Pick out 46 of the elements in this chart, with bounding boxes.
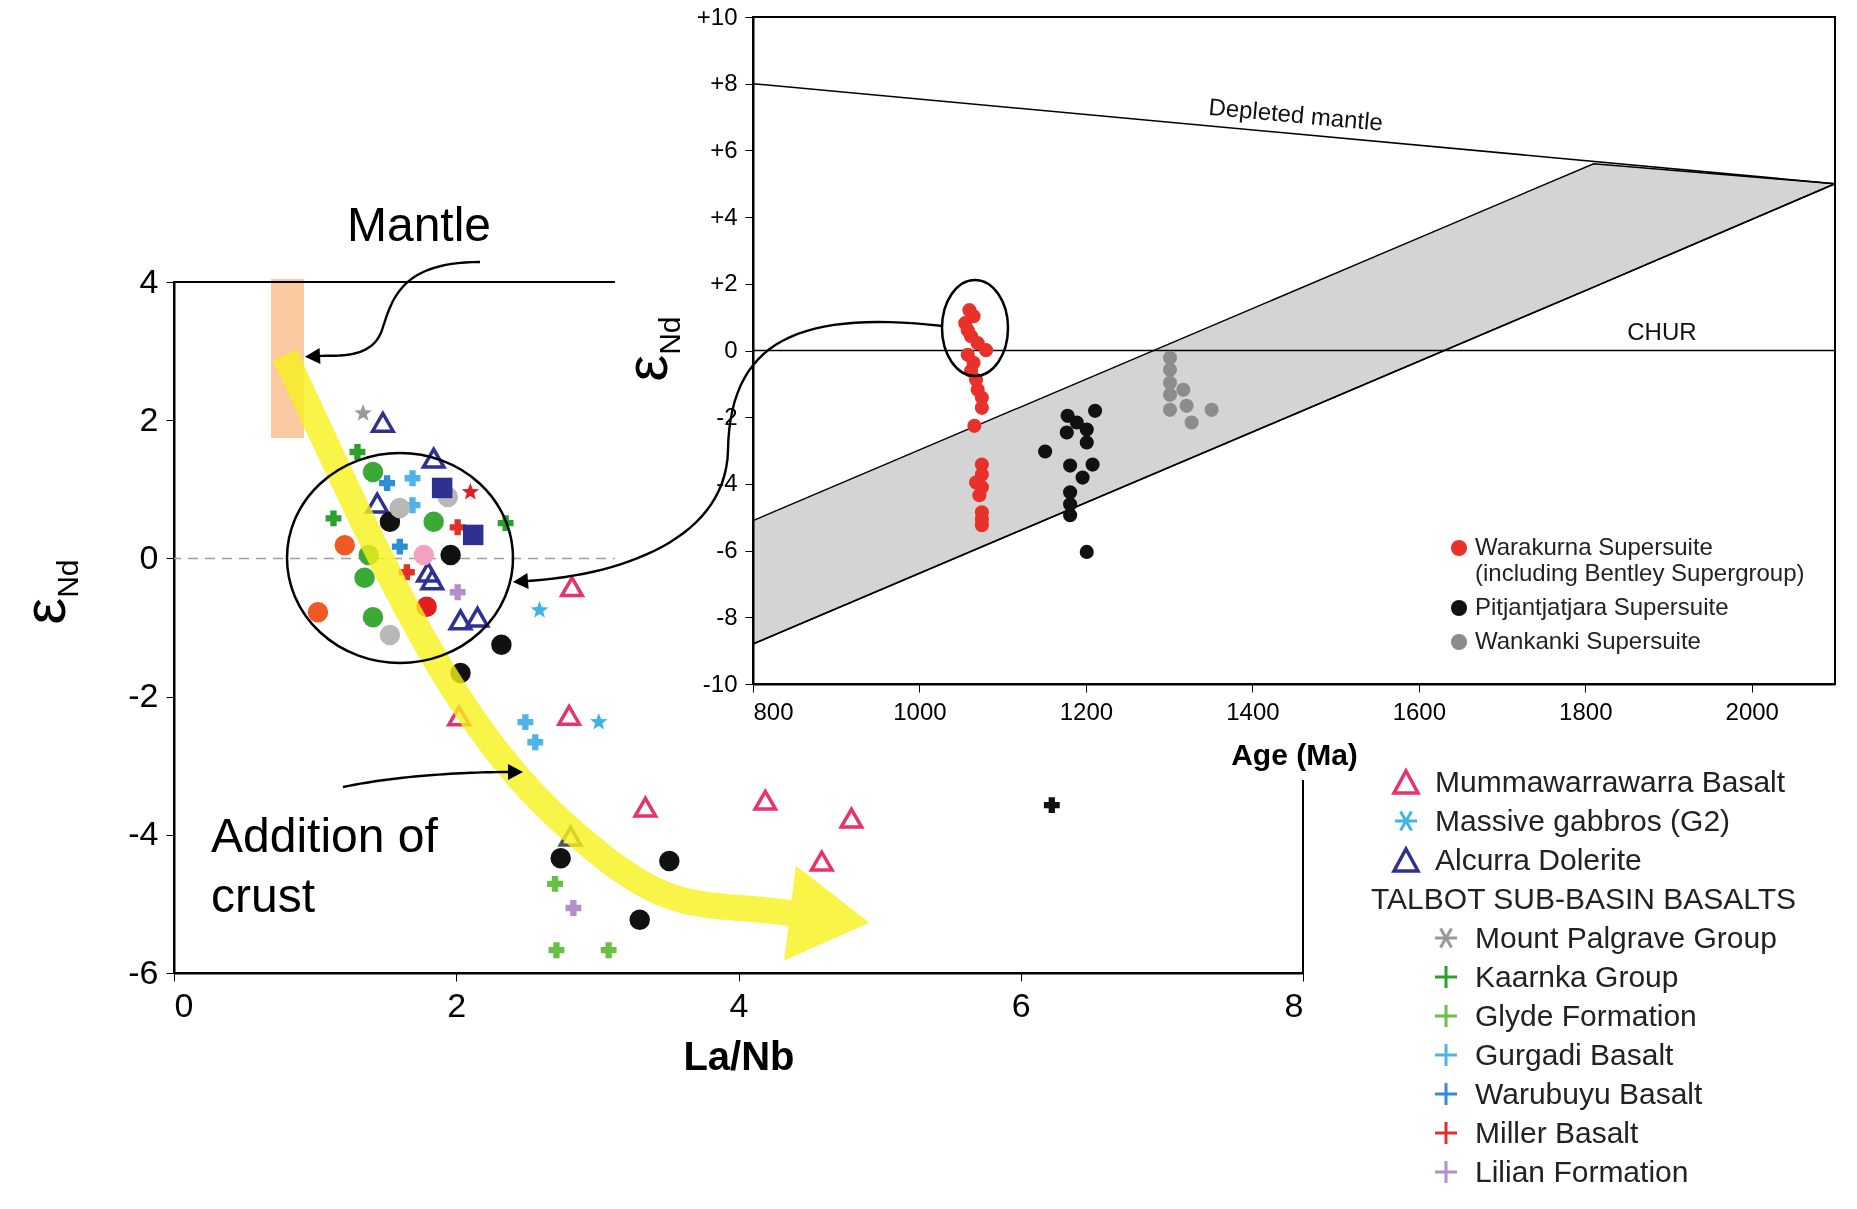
legend-label: Kaarnka Group (1475, 959, 1679, 994)
x-tick-label: 1600 (1392, 697, 1447, 725)
text: TALBOT SUB-BASIN BASALTS (1371, 880, 1797, 917)
y-tick-label: -6 (716, 536, 738, 564)
legend-label: Mummawarrawarra Basalt (1435, 764, 1786, 799)
x-tick-label: 2 (447, 985, 467, 1024)
y-tick-label: +6 (710, 135, 738, 163)
x-tick-label: 1800 (1559, 697, 1613, 725)
legend-label: Pitjantjatjara Supersuite (1475, 593, 1729, 620)
text: Depleted mantle (1207, 92, 1385, 136)
x-tick-label: 2000 (1725, 697, 1779, 725)
legend-label: Wankanki Supersuite (1475, 627, 1701, 654)
y-tick-label: -8 (716, 602, 738, 630)
x-tick-label: 1400 (1226, 697, 1280, 725)
x-tick-label: 8 (1284, 985, 1304, 1024)
legend-label: Miller Basalt (1475, 1115, 1639, 1150)
x-axis-title: La/Nb (683, 1033, 795, 1078)
legend-label: Alcurra Dolerite (1435, 842, 1642, 877)
y-tick-label: 0 (724, 336, 738, 363)
y-tick-label: -6 (128, 952, 159, 991)
x-tick-label: 0 (174, 985, 194, 1024)
y-tick-label: -4 (128, 814, 159, 853)
y-tick-label: +8 (710, 69, 738, 97)
x-axis-title: Age (Ma) (1231, 737, 1358, 771)
y-tick-label: +10 (696, 2, 738, 30)
x-tick-label: 800 (753, 697, 794, 725)
x-tick-label: 1000 (893, 697, 947, 725)
ref-line-label: CHUR (1627, 317, 1697, 345)
text: Mantle (346, 197, 492, 253)
y-tick-label: 2 (139, 399, 159, 438)
y-tick-label: 0 (139, 537, 159, 576)
y-tick-label: 4 (139, 261, 159, 300)
y-tick-label: +4 (710, 202, 738, 230)
legend-label: Lilian Formation (1475, 1154, 1689, 1189)
annotation: Addition of crust (211, 808, 439, 924)
y-tick-label: +2 (710, 269, 738, 297)
y-tick-label: -2 (128, 676, 159, 715)
legend-label: Warakurna Supersuite (including Bentley Supergroup) (1475, 533, 1805, 586)
legend-label: Glyde Formation (1475, 998, 1697, 1033)
legend-label: Gurgadi Basalt (1475, 1037, 1674, 1072)
x-tick-label: 1200 (1059, 697, 1114, 725)
legend-label: Warubuyu Basalt (1475, 1076, 1703, 1111)
legend-label: Mount Palgrave Group (1475, 920, 1777, 955)
legend-label: Massive gabbros (G2) (1435, 803, 1731, 838)
y-tick-label: -10 (702, 669, 738, 697)
x-tick-label: 6 (1011, 985, 1031, 1024)
